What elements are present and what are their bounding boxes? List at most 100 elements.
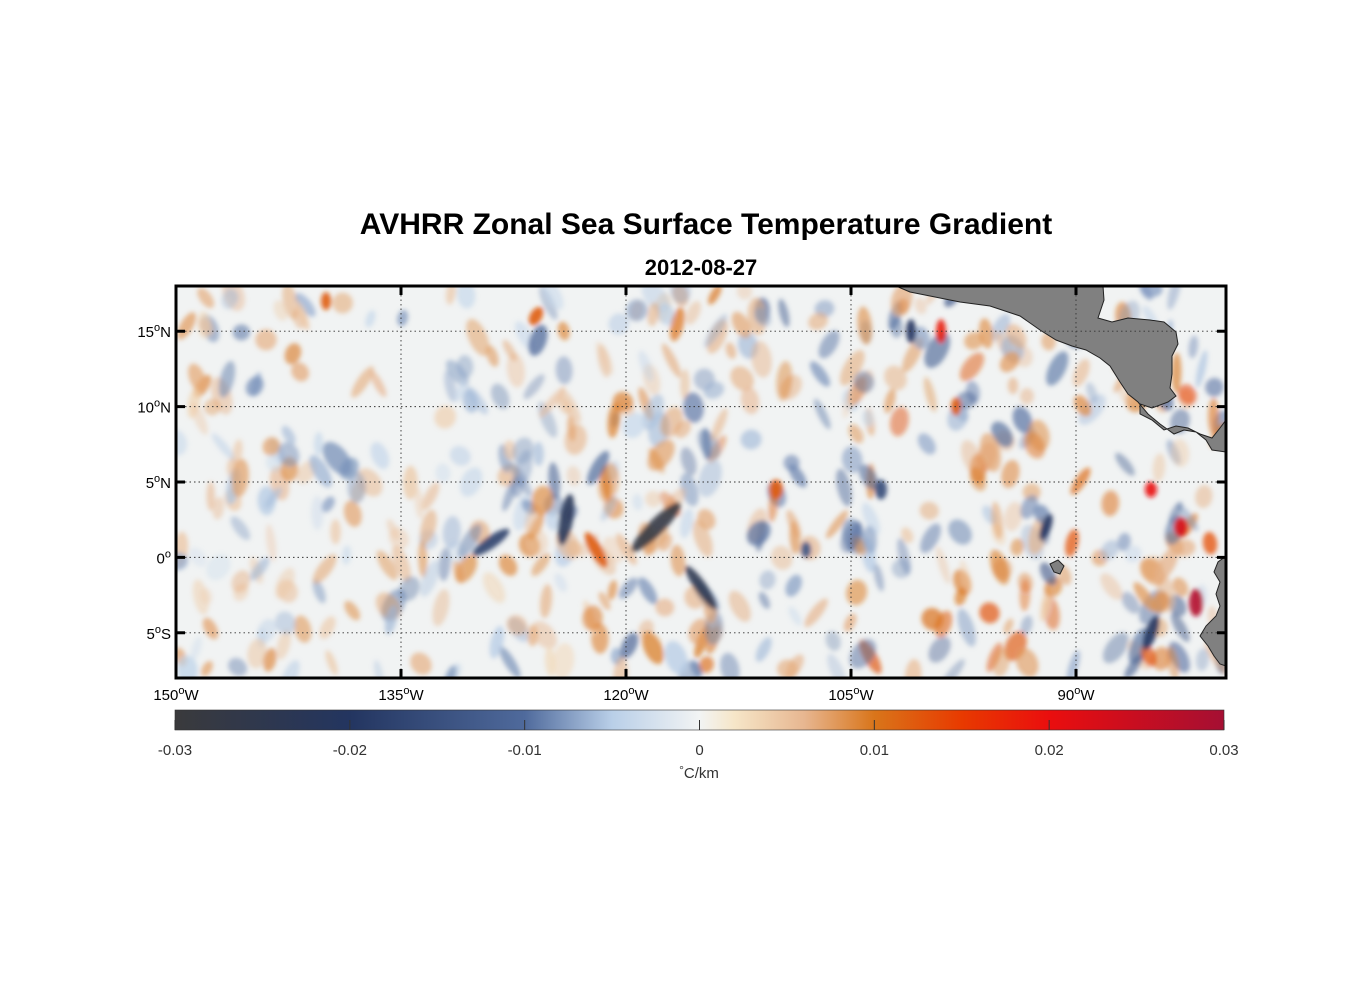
sst-blob [1124, 545, 1142, 563]
sst-blob [1152, 453, 1166, 482]
sst-feature [1145, 481, 1157, 498]
sst-blob [373, 660, 384, 678]
sst-blob [1205, 377, 1224, 397]
sst-blob [506, 352, 525, 388]
sst-blob [276, 629, 292, 660]
sst-blob [740, 429, 762, 450]
colorbar-tick-label-4: 0.01 [860, 742, 889, 759]
sst-blob [384, 605, 398, 635]
sst-blob [566, 465, 581, 487]
sst-blob [344, 600, 361, 621]
sst-blob [746, 520, 771, 546]
sst-blob [454, 380, 467, 402]
sst-blob [459, 467, 483, 497]
sst-blob [848, 424, 864, 444]
lat-label-1: 10oN [137, 398, 171, 417]
sst-blob [1196, 648, 1210, 671]
sst-gradient-field [176, 286, 1226, 678]
sst-blob [969, 467, 987, 491]
sst-blob [960, 440, 984, 477]
chart-subtitle: 2012-08-27 [645, 255, 758, 280]
sst-blob [647, 302, 660, 327]
sst-blob [582, 605, 603, 631]
sst-blob [685, 301, 701, 325]
sst-blob [641, 286, 670, 312]
colorbar-tick-labels: -0.03 -0.02 -0.01 0 0.01 0.02 0.03 [158, 742, 1239, 759]
sst-blob [1171, 439, 1190, 467]
sst-blob [923, 377, 937, 412]
sst-blob [351, 366, 374, 398]
sst-blob [265, 454, 283, 473]
sst-blob [626, 299, 648, 322]
sst-blob [442, 515, 461, 549]
sst-blob [683, 392, 704, 423]
sst-blob [386, 519, 400, 541]
sst-blob [457, 524, 482, 558]
sst-blob [936, 546, 951, 584]
sst-blob [190, 401, 208, 435]
sst-blob [1001, 459, 1020, 489]
sst-blob [849, 639, 877, 669]
lon-label-2: 120oW [603, 685, 649, 704]
sst-blob [528, 324, 548, 356]
sst-blob [853, 371, 875, 393]
sst-blob [992, 647, 1010, 677]
sst-blob [598, 462, 619, 503]
sst-blob [778, 298, 790, 328]
colorbar: -0.03 -0.02 -0.01 0 0.01 0.02 0.03 °C/km [158, 709, 1239, 782]
sst-blob [1100, 573, 1123, 600]
sst-blob [188, 363, 207, 393]
sst-blob [1167, 286, 1182, 310]
sst-blob [827, 653, 847, 678]
sst-blob [403, 465, 418, 500]
sst-blob [731, 311, 751, 339]
sst-blob [230, 516, 251, 541]
sst-blob [858, 464, 879, 490]
sst-blob [680, 472, 699, 507]
sst-blob [999, 351, 1020, 373]
sst-blob [531, 621, 557, 649]
sst-blob [991, 501, 1003, 540]
sst-blob [862, 502, 880, 536]
sst-blob [322, 441, 353, 476]
sst-feature [528, 307, 544, 326]
sst-blob [1019, 388, 1034, 405]
sst-blob [586, 450, 610, 485]
sst-blob [846, 579, 868, 606]
sst-blob [771, 545, 793, 570]
sst-blob [211, 433, 235, 461]
sst-blob [788, 606, 802, 626]
sst-blob [255, 329, 277, 351]
sst-blob [644, 527, 669, 556]
sst-blob [813, 398, 831, 430]
sst-blob [434, 405, 457, 429]
sst-blob [197, 287, 215, 309]
sst-blob [265, 524, 277, 562]
sst-blob [1027, 419, 1050, 452]
sst-blob [555, 356, 573, 385]
sst-blob [1003, 501, 1023, 532]
sst-blob [1007, 377, 1019, 395]
sst-blob [959, 560, 972, 593]
sst-feature [875, 479, 887, 500]
sst-blob [201, 661, 213, 677]
sst-blob [212, 496, 225, 520]
sst-blob [699, 656, 714, 674]
sst-blob [991, 421, 1014, 448]
sst-blob [1166, 646, 1179, 678]
sst-blob [1133, 582, 1157, 612]
sst-blob [365, 310, 376, 328]
sst-blob [1101, 490, 1120, 517]
sst-blob [740, 386, 760, 415]
sst-blob [420, 509, 437, 544]
sst-blob [502, 339, 517, 362]
sst-blob [809, 361, 831, 387]
sst-feature [584, 532, 608, 568]
sst-blob [704, 313, 728, 348]
sst-blob [979, 602, 1000, 624]
sst-blob [466, 318, 490, 356]
sst-blob [228, 657, 248, 677]
sst-blob [523, 374, 545, 400]
map-tick-marks [174, 286, 1226, 678]
sst-blob [720, 652, 740, 678]
